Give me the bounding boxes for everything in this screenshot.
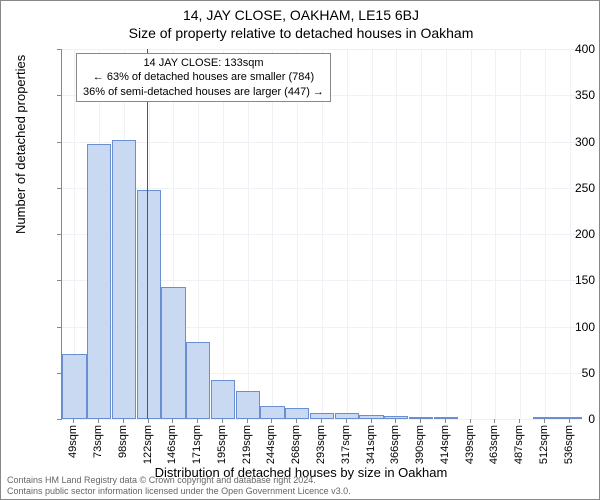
xtick-mark — [197, 419, 198, 423]
xtick-label: 390sqm — [414, 425, 426, 464]
footer-attribution: Contains HM Land Registry data © Crown c… — [7, 475, 351, 497]
ytick-mark — [57, 95, 61, 96]
xtick-mark — [420, 419, 421, 423]
chart-container: 14, JAY CLOSE, OAKHAM, LE15 6BJ Size of … — [0, 0, 600, 500]
xtick-label: 73sqm — [92, 425, 104, 458]
gridline-v — [495, 49, 496, 419]
xtick-mark — [172, 419, 173, 423]
histogram-bar — [87, 144, 111, 419]
gridline-v — [446, 49, 447, 419]
xtick-mark — [123, 419, 124, 423]
y-axis-label: Number of detached properties — [13, 55, 28, 234]
ytick-label: 300 — [543, 135, 595, 149]
histogram-bar — [335, 413, 359, 419]
xtick-mark — [569, 419, 570, 423]
gridline-v — [396, 49, 397, 419]
footer-line2: Contains public sector information licen… — [7, 486, 351, 497]
histogram-bar — [260, 406, 284, 419]
xtick-label: 122sqm — [142, 425, 154, 464]
histogram-bar — [211, 380, 235, 419]
xtick-label: 463sqm — [488, 425, 500, 464]
callout-line1: 14 JAY CLOSE: 133sqm — [83, 56, 324, 70]
histogram-bar — [285, 408, 309, 419]
xtick-label: 293sqm — [315, 425, 327, 464]
xtick-mark — [321, 419, 322, 423]
xtick-label: 244sqm — [265, 425, 277, 464]
ytick-mark — [57, 327, 61, 328]
gridline-v — [520, 49, 521, 419]
xtick-label: 268sqm — [290, 425, 302, 464]
ytick-label: 50 — [543, 366, 595, 380]
xtick-mark — [494, 419, 495, 423]
gridline-v — [248, 49, 249, 419]
xtick-mark — [346, 419, 347, 423]
xtick-label: 146sqm — [166, 425, 178, 464]
histogram-bar — [112, 140, 136, 419]
xtick-mark — [544, 419, 545, 423]
histogram-bar — [434, 417, 458, 419]
xtick-mark — [395, 419, 396, 423]
ytick-mark — [57, 419, 61, 420]
xtick-mark — [148, 419, 149, 423]
gridline-v — [421, 49, 422, 419]
ytick-label: 150 — [543, 273, 595, 287]
ytick-label: 400 — [543, 42, 595, 56]
xtick-label: 317sqm — [340, 425, 352, 464]
xtick-mark — [222, 419, 223, 423]
gridline-v — [297, 49, 298, 419]
property-callout: 14 JAY CLOSE: 133sqm← 63% of detached ho… — [76, 53, 331, 102]
xtick-mark — [371, 419, 372, 423]
gridline-v — [347, 49, 348, 419]
xtick-label: 341sqm — [365, 425, 377, 464]
xtick-mark — [445, 419, 446, 423]
xtick-mark — [271, 419, 272, 423]
xtick-label: 366sqm — [389, 425, 401, 464]
gridline-v — [272, 49, 273, 419]
gridline-v — [322, 49, 323, 419]
gridline-v — [372, 49, 373, 419]
xtick-label: 49sqm — [67, 425, 79, 458]
histogram-bar — [137, 190, 161, 419]
histogram-bar — [62, 354, 86, 419]
xtick-mark — [247, 419, 248, 423]
callout-line3: 36% of semi-detached houses are larger (… — [83, 85, 324, 99]
gridline-h — [62, 419, 582, 420]
ytick-mark — [57, 234, 61, 235]
ytick-label: 350 — [543, 88, 595, 102]
xtick-mark — [519, 419, 520, 423]
ytick-label: 200 — [543, 227, 595, 241]
chart-title-line2: Size of property relative to detached ho… — [1, 25, 600, 41]
histogram-bar — [161, 287, 185, 419]
xtick-label: 171sqm — [191, 425, 203, 464]
xtick-mark — [73, 419, 74, 423]
xtick-mark — [98, 419, 99, 423]
ytick-mark — [57, 142, 61, 143]
gridline-v — [471, 49, 472, 419]
histogram-bar — [236, 391, 260, 419]
xtick-mark — [296, 419, 297, 423]
property-marker-line — [147, 49, 148, 419]
ytick-label: 100 — [543, 320, 595, 334]
xtick-mark — [470, 419, 471, 423]
callout-line2: ← 63% of detached houses are smaller (78… — [83, 70, 324, 84]
ytick-mark — [57, 188, 61, 189]
xtick-label: 219sqm — [241, 425, 253, 464]
xtick-label: 98sqm — [117, 425, 129, 458]
ytick-mark — [57, 280, 61, 281]
xtick-label: 512sqm — [538, 425, 550, 464]
plot-area: 14 JAY CLOSE: 133sqm← 63% of detached ho… — [61, 49, 582, 420]
xtick-label: 195sqm — [216, 425, 228, 464]
chart-title-line1: 14, JAY CLOSE, OAKHAM, LE15 6BJ — [1, 7, 600, 23]
xtick-label: 414sqm — [439, 425, 451, 464]
ytick-label: 250 — [543, 181, 595, 195]
xtick-label: 439sqm — [464, 425, 476, 464]
xtick-label: 487sqm — [513, 425, 525, 464]
gridline-v — [223, 49, 224, 419]
ytick-mark — [57, 373, 61, 374]
footer-line1: Contains HM Land Registry data © Crown c… — [7, 475, 351, 486]
ytick-mark — [57, 49, 61, 50]
histogram-bar — [186, 342, 210, 419]
xtick-label: 536sqm — [563, 425, 575, 464]
